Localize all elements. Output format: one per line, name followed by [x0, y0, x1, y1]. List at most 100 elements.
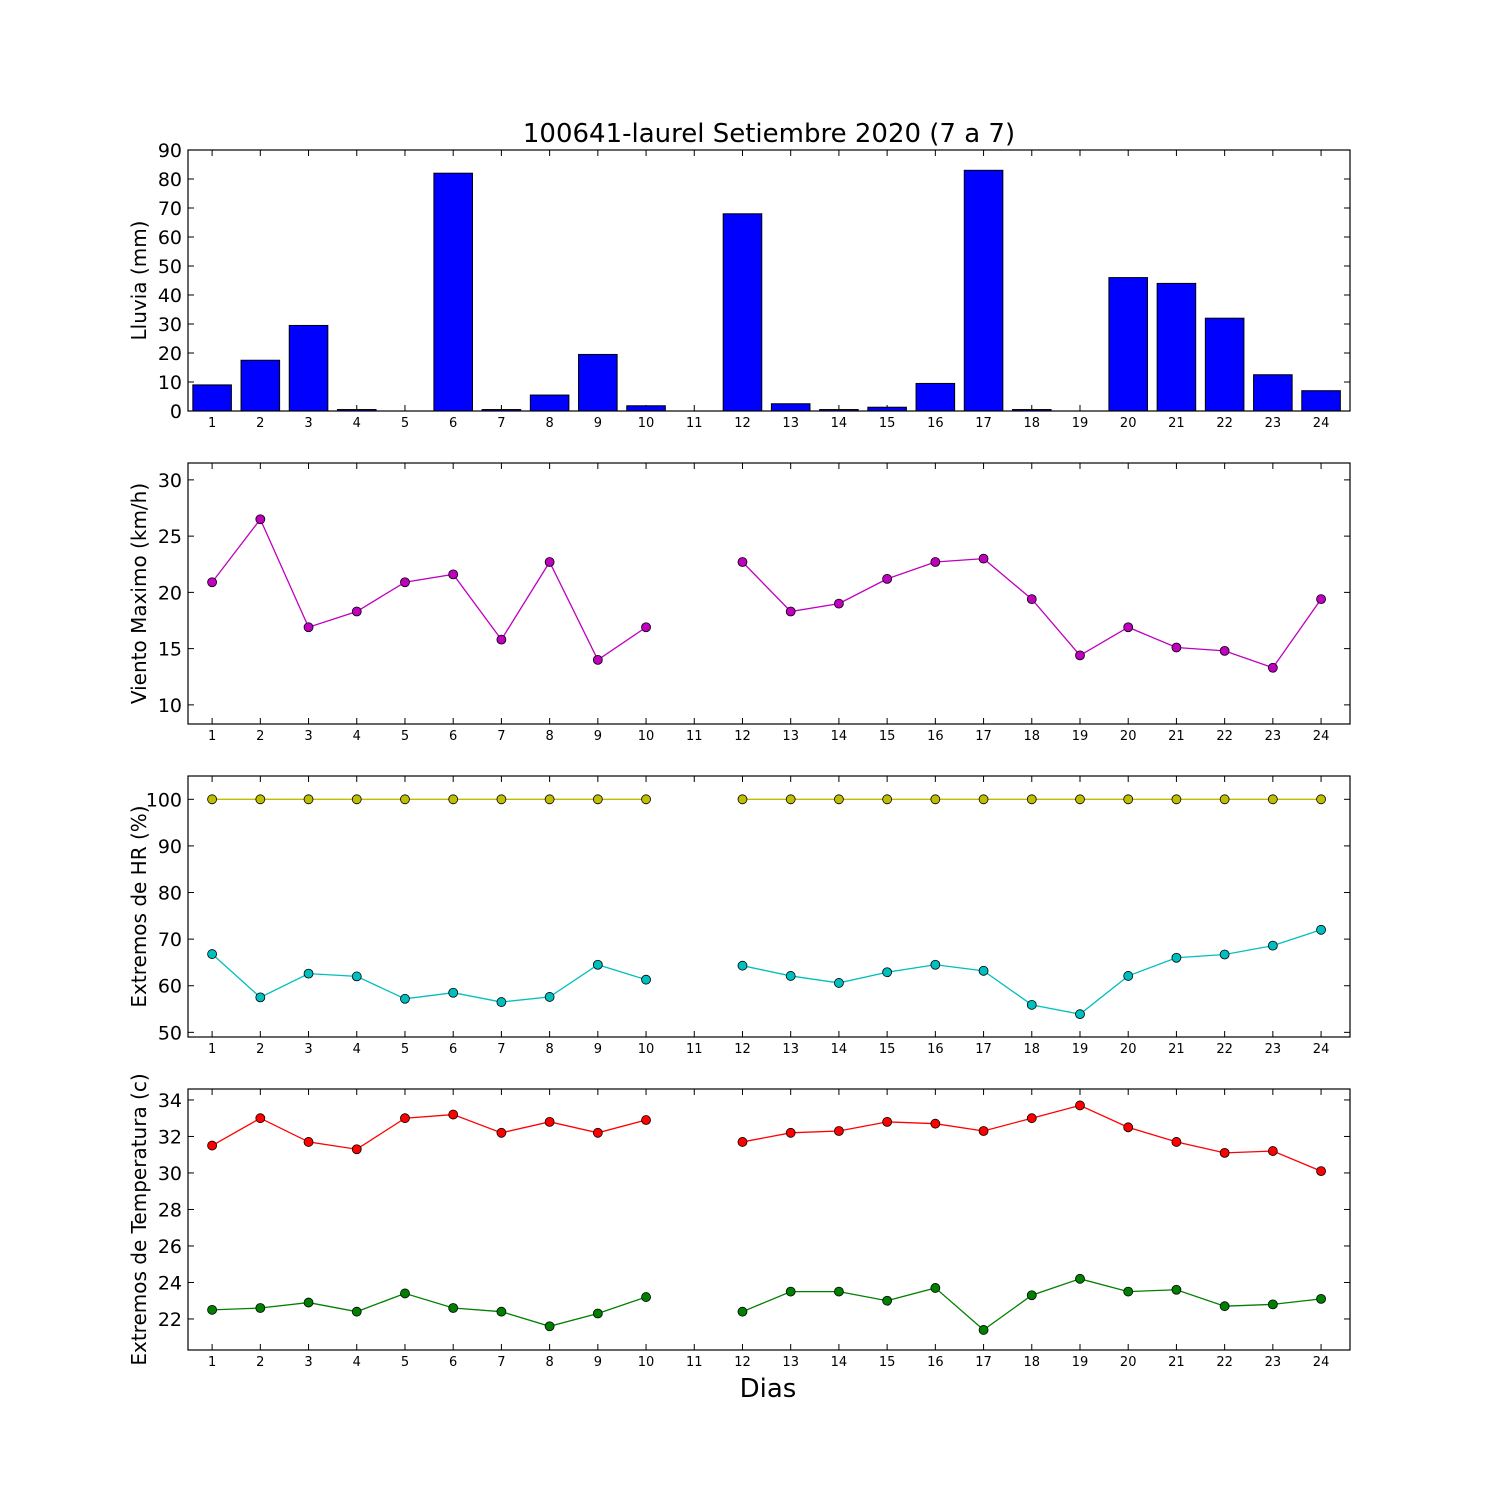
- x-tick-label: 8: [545, 1042, 553, 1057]
- rain-bar: [1204, 317, 1245, 412]
- rain-bar: [288, 324, 329, 412]
- x-tick-label: 24: [1313, 416, 1330, 431]
- x-tick-label: 1: [208, 1042, 216, 1057]
- x-tick-label: 3: [304, 1042, 312, 1057]
- x-tick-label: 2: [256, 1042, 264, 1057]
- data-point: [1171, 952, 1182, 963]
- x-tick-label: 4: [353, 416, 361, 431]
- data-point: [1075, 1100, 1085, 1111]
- x-tick-label: 3: [304, 729, 312, 744]
- data-point: [834, 1126, 844, 1136]
- data-point: [496, 634, 507, 645]
- data-point: [1267, 794, 1278, 805]
- data-point: [978, 1325, 989, 1335]
- x-tick-label: 5: [401, 1042, 409, 1057]
- x-tick-label: 10: [638, 1042, 655, 1057]
- data-point: [1026, 999, 1037, 1010]
- x-tick-label: 19: [1072, 416, 1089, 431]
- data-point: [930, 794, 941, 805]
- series-line: [211, 1104, 1322, 1172]
- data-point: [785, 1127, 796, 1138]
- y-tick-label: 40: [158, 285, 182, 307]
- x-tick-label: 5: [401, 729, 409, 744]
- x-tick-label: 19: [1072, 1042, 1089, 1057]
- x-tick-label: 11: [686, 729, 703, 744]
- rain-bar: [770, 403, 811, 412]
- series-line: [211, 517, 1322, 669]
- data-point: [303, 968, 314, 979]
- data-point: [255, 514, 266, 525]
- x-tick-label: 4: [353, 1355, 361, 1370]
- data-point: [930, 557, 941, 567]
- data-point: [496, 997, 507, 1007]
- data-point: [496, 1127, 507, 1138]
- data-point: [351, 794, 362, 805]
- y-axis-label: Viento Maximo (km/h): [127, 483, 151, 704]
- rain-bar: [722, 213, 763, 412]
- x-tick-label: 21: [1168, 1042, 1185, 1057]
- x-tick-label: 13: [782, 729, 799, 744]
- rain-bar: [192, 384, 232, 412]
- data-point: [1123, 971, 1134, 981]
- x-tick-label: 24: [1313, 729, 1330, 744]
- x-tick-label: 16: [927, 729, 944, 744]
- data-point: [592, 959, 603, 970]
- x-tick-label: 7: [497, 416, 505, 431]
- x-tick-label: 6: [449, 1042, 457, 1057]
- data-point: [1316, 794, 1326, 805]
- y-tick-label: 26: [158, 1236, 182, 1258]
- x-tick-label: 11: [686, 1042, 703, 1057]
- data-point: [448, 1303, 459, 1313]
- x-tick-label: 5: [401, 1355, 409, 1370]
- x-tick-label: 21: [1168, 1355, 1185, 1370]
- data-point: [737, 960, 748, 971]
- x-tick-label: 6: [449, 416, 457, 431]
- data-point: [785, 794, 796, 805]
- rain-bar: [1156, 282, 1197, 412]
- data-point: [1123, 1122, 1134, 1133]
- y-tick-label: 22: [158, 1309, 182, 1331]
- y-tick-label: 20: [158, 343, 182, 365]
- data-point: [592, 654, 603, 665]
- x-tick-label: 15: [879, 729, 896, 744]
- x-tick-label: 23: [1265, 729, 1282, 744]
- y-axis-label: Extremos de Temperatura (c): [127, 1073, 151, 1365]
- x-tick-label: 6: [449, 1355, 457, 1370]
- x-tick-label: 3: [304, 416, 312, 431]
- rain-bar: [626, 405, 666, 412]
- plot-frame: [187, 1088, 1351, 1351]
- x-tick-label: 23: [1265, 1355, 1282, 1370]
- y-tick-label: 70: [158, 198, 182, 220]
- x-tick-label: 10: [638, 729, 655, 744]
- data-point: [737, 794, 748, 805]
- y-axis-label: Lluvia (mm): [127, 221, 151, 341]
- data-point: [1316, 594, 1326, 605]
- x-tick-label: 5: [401, 416, 409, 431]
- x-tick-label: 20: [1120, 729, 1137, 744]
- data-point: [496, 794, 507, 805]
- series-line: [211, 929, 1322, 1015]
- y-tick-label: 25: [158, 526, 182, 548]
- rain-bar: [240, 359, 281, 412]
- data-point: [1316, 1166, 1326, 1177]
- x-tick-label: 23: [1265, 416, 1282, 431]
- x-tick-label: 22: [1216, 1355, 1233, 1370]
- data-point: [882, 967, 893, 978]
- data-point: [255, 1113, 266, 1124]
- x-tick-label: 19: [1072, 729, 1089, 744]
- data-point: [207, 1304, 218, 1315]
- data-point: [737, 1137, 748, 1147]
- x-tick-label: 13: [782, 1355, 799, 1370]
- x-tick-label: 15: [879, 1355, 896, 1370]
- data-point: [303, 622, 314, 633]
- data-point: [496, 1306, 507, 1317]
- data-point: [448, 1109, 459, 1120]
- data-point: [303, 1297, 314, 1308]
- y-tick-label: 80: [158, 883, 182, 905]
- x-tick-label: 12: [734, 1355, 751, 1370]
- y-tick-label: 28: [158, 1199, 182, 1221]
- x-tick-label: 11: [686, 416, 703, 431]
- data-point: [544, 557, 555, 567]
- x-tick-label: 19: [1072, 1355, 1089, 1370]
